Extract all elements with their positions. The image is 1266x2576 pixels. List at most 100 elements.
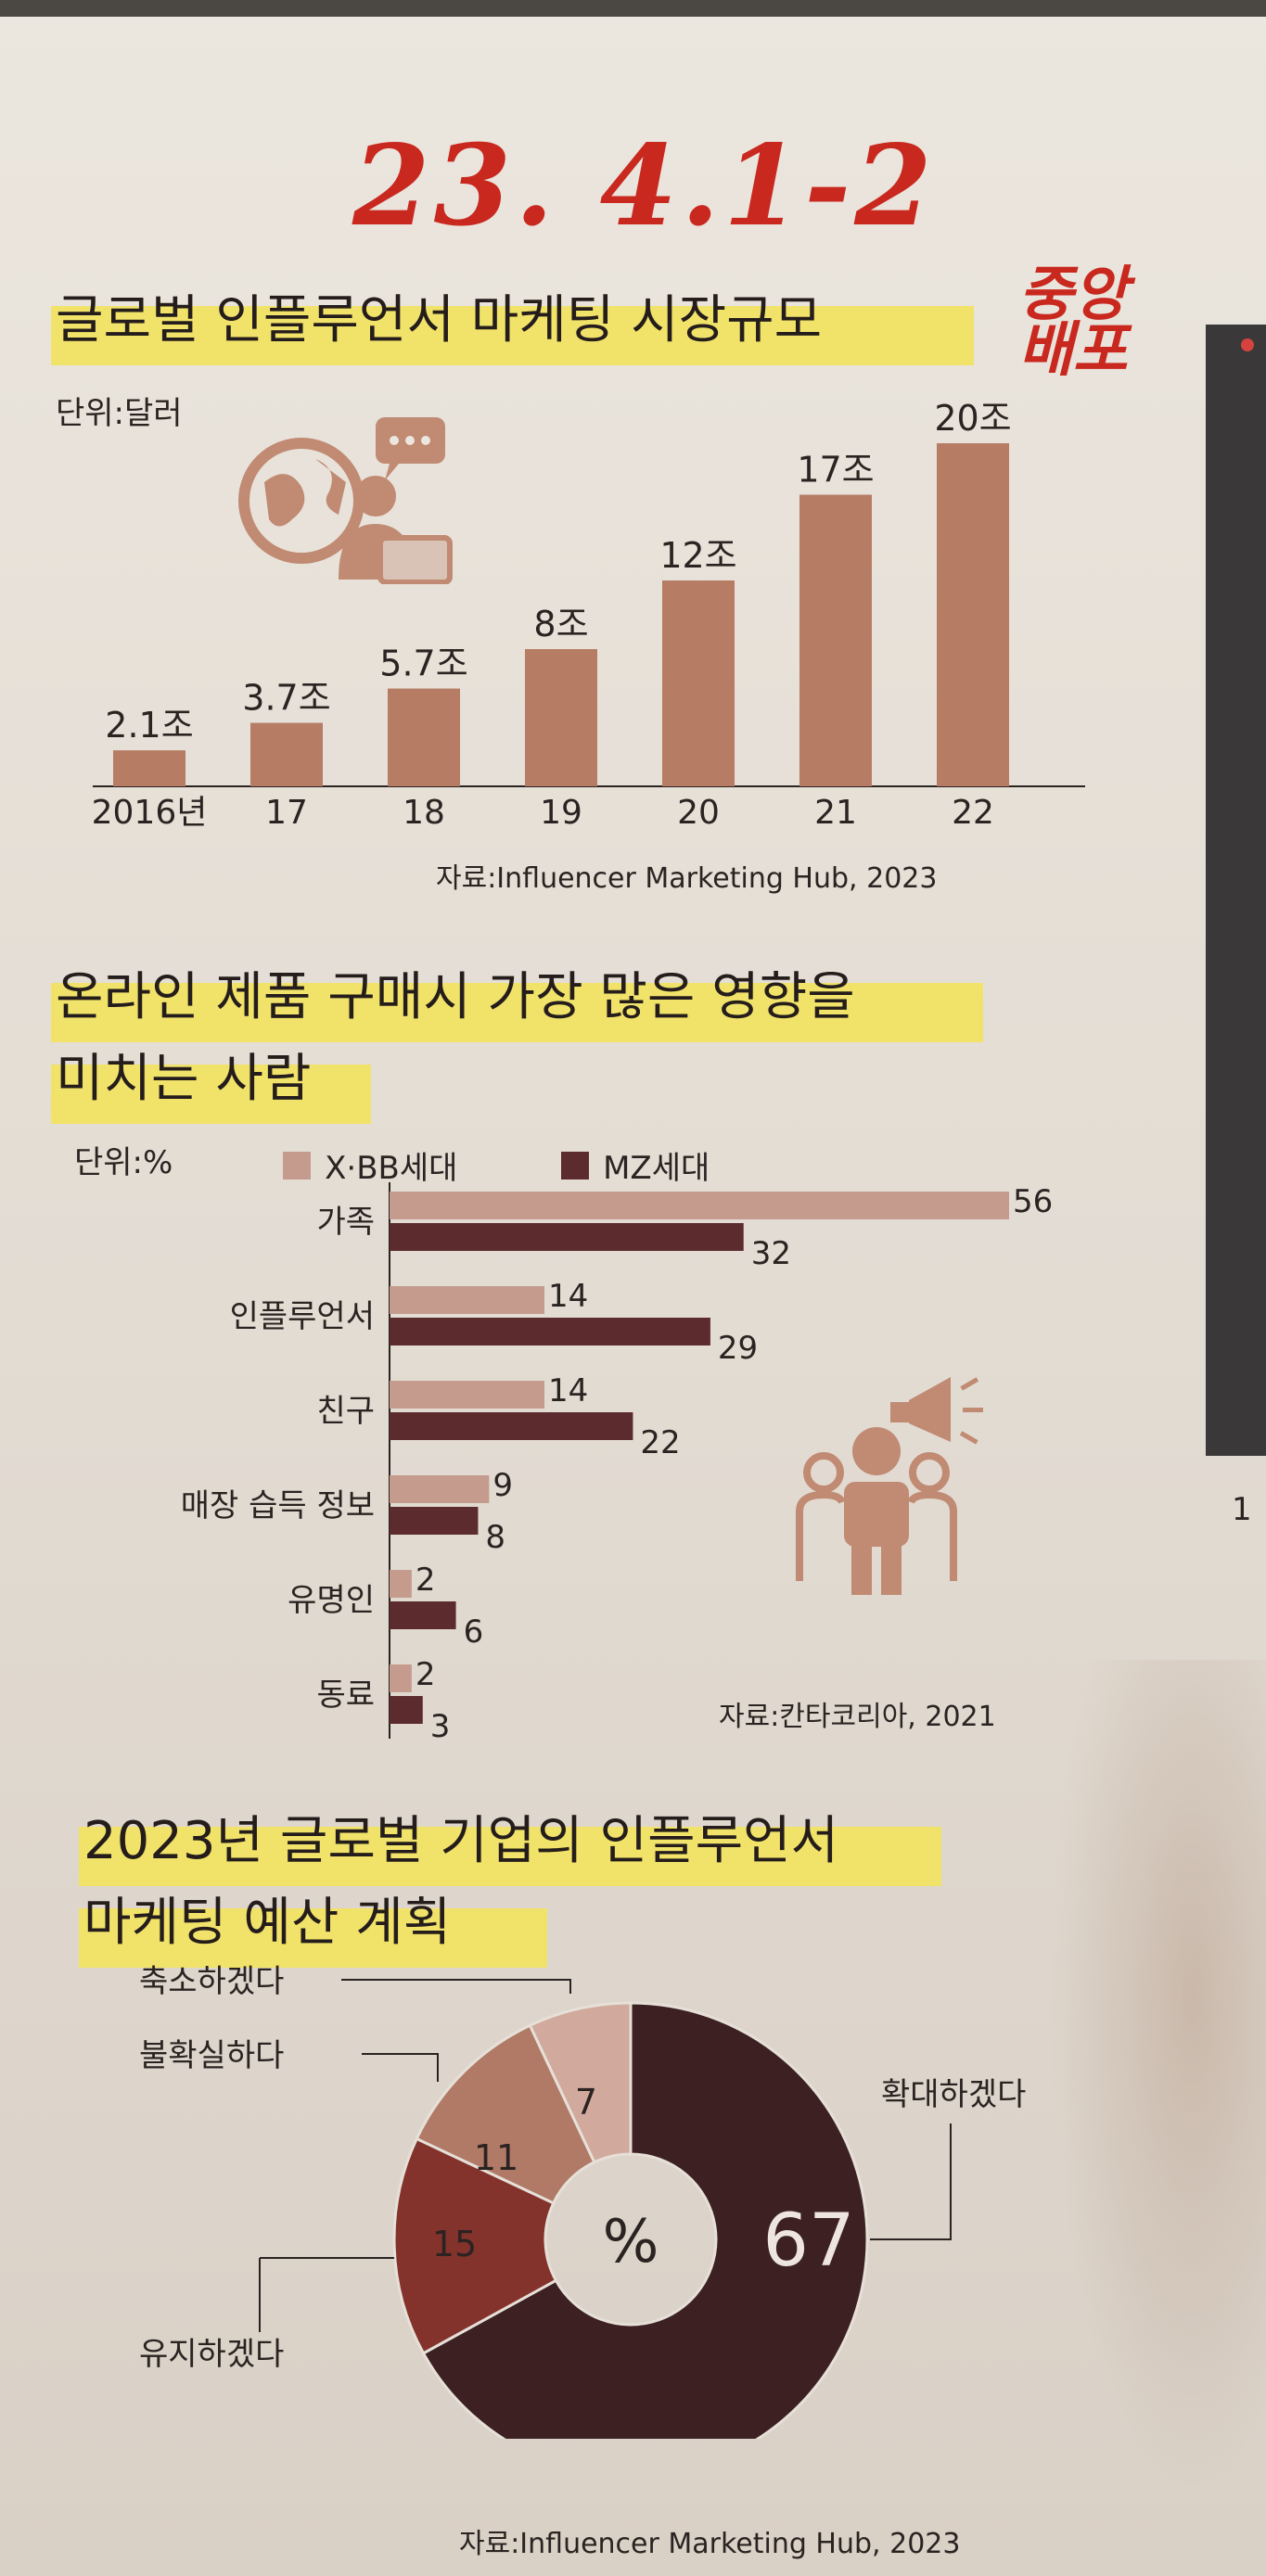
chart3-title-line2: 마케팅 예산 계획 xyxy=(83,1893,452,1953)
data-label: 6 xyxy=(464,1613,484,1651)
data-label: 32 xyxy=(751,1235,791,1272)
chart1-bar-chart: 2.1조 2016년 3.7조 17 5.7조 18 8조 19 12조 20 17조 21 20조 22 xyxy=(92,398,1085,832)
bar xyxy=(113,750,185,786)
data-label: 2 xyxy=(416,1656,436,1693)
legend-item-mz: MZ세대 xyxy=(561,1142,710,1187)
category-label: 매장 습득 정보 xyxy=(181,1487,375,1524)
bar xyxy=(525,649,597,786)
data-label: 22 xyxy=(640,1424,680,1461)
legend-label-xbb: X·BB세대 xyxy=(325,1150,458,1187)
handwritten-publisher-line1: 중앙 xyxy=(1018,260,1128,329)
bar xyxy=(390,1570,412,1598)
handwritten-date: 23. 4.1-2 xyxy=(352,121,936,251)
chart2-title-line1: 온라인 제품 구매시 가장 많은 영향을 xyxy=(56,967,855,1027)
slice-label: 불확실하다 xyxy=(139,2037,284,2074)
title-highlight xyxy=(79,1827,941,1886)
bar xyxy=(390,1664,412,1692)
data-label: 14 xyxy=(548,1372,588,1409)
tick-label: 2016년 xyxy=(92,794,208,832)
data-label: 5.7조 xyxy=(379,644,467,684)
data-label: 7 xyxy=(575,2082,597,2123)
leader-line xyxy=(870,2123,952,2240)
bar xyxy=(390,1381,544,1409)
legend-swatch-mz xyxy=(561,1151,589,1180)
people-megaphone-icon xyxy=(796,1377,983,1595)
leader-line xyxy=(341,1979,571,1994)
data-label: 3.7조 xyxy=(242,678,330,719)
adjacent-number: 1 xyxy=(1232,1491,1252,1528)
data-label: 3 xyxy=(430,1708,451,1745)
pie-slice xyxy=(421,2001,869,2439)
handwritten-publisher: 중앙 배포 xyxy=(1018,260,1128,385)
title-highlight xyxy=(51,1065,371,1124)
tick-label: 19 xyxy=(540,794,582,832)
data-label: 29 xyxy=(718,1330,758,1367)
bar xyxy=(937,443,1009,786)
globe-chat-icon xyxy=(238,417,453,584)
bar xyxy=(799,494,872,786)
bar xyxy=(662,580,735,786)
chart3-title-line1: 2023년 글로벌 기업의 인플루언서 xyxy=(83,1811,839,1871)
title-highlight xyxy=(79,1908,547,1968)
bar xyxy=(390,1192,1009,1219)
data-label: 17조 xyxy=(797,450,874,491)
bar xyxy=(390,1412,633,1440)
bar xyxy=(390,1318,710,1345)
slice-label: 유지하겠다 xyxy=(139,2336,284,2373)
hand-shadow-decoration xyxy=(1048,1660,1266,2494)
previous-article-edge xyxy=(0,0,1266,17)
tick-label: 17 xyxy=(265,794,308,832)
title-highlight xyxy=(51,983,983,1042)
category-label: 유명인 xyxy=(288,1582,375,1619)
bar xyxy=(250,722,323,786)
bar xyxy=(388,688,460,786)
legend-item-xbb: X·BB세대 xyxy=(283,1142,457,1187)
adjacent-red-dot xyxy=(1241,338,1254,351)
handwritten-publisher-line2: 배포 xyxy=(1018,315,1128,385)
data-label: 12조 xyxy=(659,535,736,576)
data-label: 2 xyxy=(416,1562,436,1599)
tick-label: 21 xyxy=(814,794,857,832)
data-label: 11 xyxy=(474,2137,518,2178)
data-label: 8 xyxy=(485,1519,505,1556)
slice-label: 확대하겠다 xyxy=(881,2076,1026,2113)
chart2-title-line2: 미치는 사람 xyxy=(56,1049,312,1109)
chart2-source: 자료:칸타코리아, 2021 xyxy=(719,1701,996,1733)
chart3-source: 자료:Influencer Marketing Hub, 2023 xyxy=(459,2528,961,2560)
pie-slice xyxy=(528,2001,633,2164)
tick-label: 22 xyxy=(952,794,994,832)
data-label: 2.1조 xyxy=(105,705,193,746)
category-label: 동료 xyxy=(316,1677,375,1714)
chart2-horizontal-bar-chart: 가족 56 32 인플루언서 14 29 친구 14 22 매장 습득 정보 9 8 유명인 26 동료 2 3 xyxy=(181,1182,1053,1745)
data-label: 20조 xyxy=(934,398,1011,439)
bar xyxy=(390,1601,456,1629)
chart2-unit: 단위:% xyxy=(74,1144,173,1181)
leader-line xyxy=(362,2053,439,2082)
bar xyxy=(390,1696,423,1724)
pie-slice xyxy=(392,2136,558,2355)
chart1-title: 글로벌 인플루언서 마케팅 시장규모 xyxy=(56,290,823,351)
bar xyxy=(390,1223,744,1251)
bar xyxy=(390,1286,544,1314)
legend-swatch-xbb xyxy=(283,1151,311,1180)
center-label: % xyxy=(603,2208,659,2276)
data-label: 67 xyxy=(762,2200,854,2283)
data-label: 14 xyxy=(548,1278,588,1315)
data-label: 8조 xyxy=(533,604,588,644)
category-label: 인플루언서 xyxy=(230,1298,375,1335)
adjacent-photo-edge xyxy=(1206,325,1266,1456)
leader-line xyxy=(259,2257,394,2332)
title-highlight xyxy=(51,306,974,365)
category-label: 친구 xyxy=(316,1393,375,1430)
bar xyxy=(390,1507,479,1535)
bar xyxy=(390,1475,490,1503)
data-label: 56 xyxy=(1013,1183,1053,1220)
chart1-source: 자료:Influencer Marketing Hub, 2023 xyxy=(436,862,938,895)
tick-label: 20 xyxy=(677,794,720,832)
category-label: 가족 xyxy=(316,1204,375,1241)
data-label: 15 xyxy=(432,2224,477,2264)
chart1-unit: 단위:달러 xyxy=(56,395,183,432)
slice-label: 축소하겠다 xyxy=(139,1963,284,2000)
data-label: 9 xyxy=(492,1467,513,1504)
